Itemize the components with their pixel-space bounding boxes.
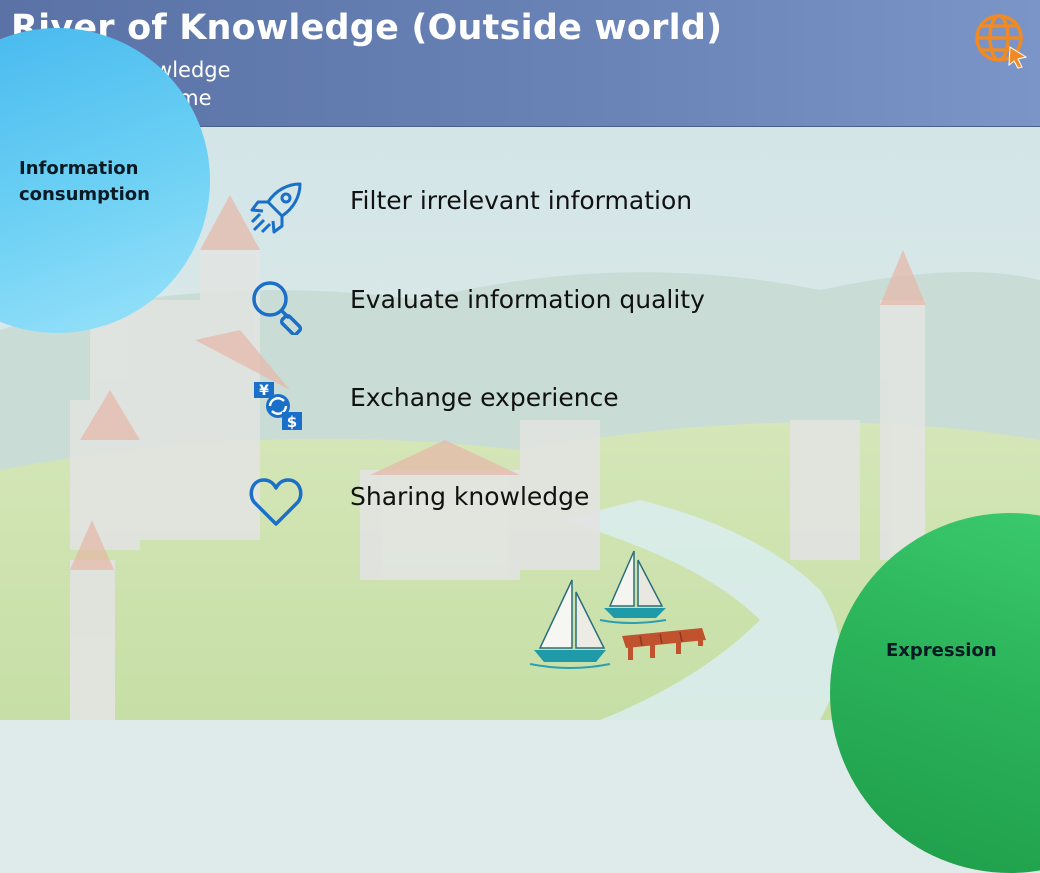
- heart-icon: [249, 478, 303, 526]
- list-item-exchange: Exchange experience: [350, 383, 619, 412]
- svg-text:$: $: [287, 413, 297, 431]
- information-consumption-label: Information consumption: [19, 158, 150, 205]
- globe-cursor-icon: [975, 14, 1028, 69]
- list-item-sharing: Sharing knowledge: [350, 482, 590, 511]
- svg-text:¥: ¥: [259, 383, 269, 399]
- list-item-evaluate: Evaluate information quality: [350, 285, 705, 314]
- list-item-filter: Filter irrelevant information: [350, 186, 693, 215]
- sailboats-illustration: [530, 550, 706, 669]
- rocket-icon: [250, 182, 302, 234]
- expression-label: Expression: [886, 640, 997, 661]
- page-title: River of Knowledge (Outside world): [11, 8, 723, 48]
- magnifier-icon: [252, 281, 303, 335]
- currency-exchange-icon: ¥ $: [254, 382, 302, 431]
